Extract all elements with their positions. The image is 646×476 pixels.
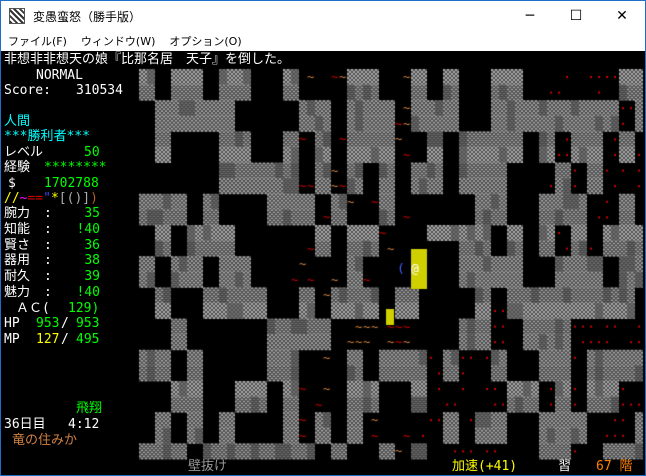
dungeon-map[interactable] <box>1 51 645 475</box>
stat-value: !40 <box>76 221 100 237</box>
level-value: 50 <box>84 145 100 160</box>
stat-colon: : <box>44 285 52 300</box>
stat-colon: : <box>44 206 52 221</box>
stat-colon: : <box>44 269 52 285</box>
equipment-line: //~=="*[()]) <box>4 191 98 206</box>
race: 人間 <box>4 114 31 129</box>
stat-label: 腕力 <box>4 206 31 221</box>
pass-wall-status: 壁抜け <box>188 459 228 474</box>
equipment-slot: ) <box>90 191 98 206</box>
window-title: 変愚蛮怒（勝手版） <box>33 9 142 24</box>
minimize-button[interactable]: ─ <box>525 8 535 24</box>
mp-sep: / <box>61 332 69 347</box>
equipment-slot: == <box>27 191 44 206</box>
stat-colon: : <box>44 253 52 269</box>
level-label: レベル <box>4 145 44 160</box>
mp-max: 495 <box>76 332 100 347</box>
stat-label: 賢さ <box>4 237 31 253</box>
menu-options[interactable]: オプション(O) <box>169 35 242 48</box>
app-icon <box>9 8 25 24</box>
hp-label: HP <box>4 316 20 331</box>
menu-window[interactable]: ウィンドウ(W) <box>80 35 156 48</box>
mp-current: 127 <box>36 332 60 347</box>
stat-colon: : <box>44 237 52 253</box>
ac-value: 129) <box>68 301 100 316</box>
game-time: 4:12 <box>68 417 100 432</box>
stat-value: 39 <box>84 269 100 285</box>
equipment-slot: * <box>50 191 59 206</box>
stat-label: 魅力 <box>4 285 31 300</box>
speed-status: 加速(+41) <box>452 459 518 474</box>
levitation-status: 飛翔 <box>76 401 103 416</box>
menu-bar: ファイル(F) ウィンドウ(W) オプション(O) <box>1 31 645 51</box>
location-name: 竜の住みか <box>12 433 78 448</box>
game-screen[interactable]: 非想非非想天の娘『比那名居 天子』を倒した。 NORMAL Score: 310… <box>1 51 645 475</box>
equipment-slot: // <box>4 191 20 206</box>
close-button[interactable]: ✕ <box>616 8 628 24</box>
stat-label: 器用 <box>4 253 31 269</box>
stat-label: 知能 <box>4 221 31 237</box>
title-bar: 変愚蛮怒（勝手版） ─ ☐ ✕ <box>1 1 645 31</box>
gold-label: $ <box>8 176 16 191</box>
player-title: ***勝利者*** <box>4 129 90 144</box>
stat-value: 35 <box>84 206 100 221</box>
stat-colon: : <box>44 221 52 237</box>
maximize-button[interactable]: ☐ <box>569 8 583 24</box>
stat-label: 耐久 <box>4 269 31 285</box>
depth-indicator: 67 階 <box>596 459 633 474</box>
study-status: 習 <box>558 459 572 474</box>
score-value: 310534 <box>76 83 123 98</box>
stat-value: 38 <box>84 253 100 269</box>
stat-value: 36 <box>84 237 100 253</box>
day-counter: 36日目 <box>4 417 46 432</box>
message-line: 非想非非想天の娘『比那名居 天子』を倒した。 <box>4 52 291 67</box>
exp-value: ******** <box>44 160 107 175</box>
hp-sep: / <box>61 316 69 331</box>
difficulty-mode: NORMAL <box>36 68 83 83</box>
equipment-slot: ~ <box>19 191 28 206</box>
gold-value: 1702788 <box>44 176 99 191</box>
menu-file[interactable]: ファイル(F) <box>8 35 67 48</box>
equipment-slot: [()] <box>58 191 91 206</box>
stat-value: !40 <box>76 285 100 300</box>
score-label: Score: <box>4 83 51 98</box>
ac-label: ＡＣ( <box>16 301 50 316</box>
hp-current: 953 <box>36 316 60 331</box>
mp-label: MP <box>4 332 20 347</box>
exp-label: 経験 <box>4 160 31 175</box>
equipment-slot: " <box>43 191 51 206</box>
hp-max: 953 <box>76 316 100 331</box>
